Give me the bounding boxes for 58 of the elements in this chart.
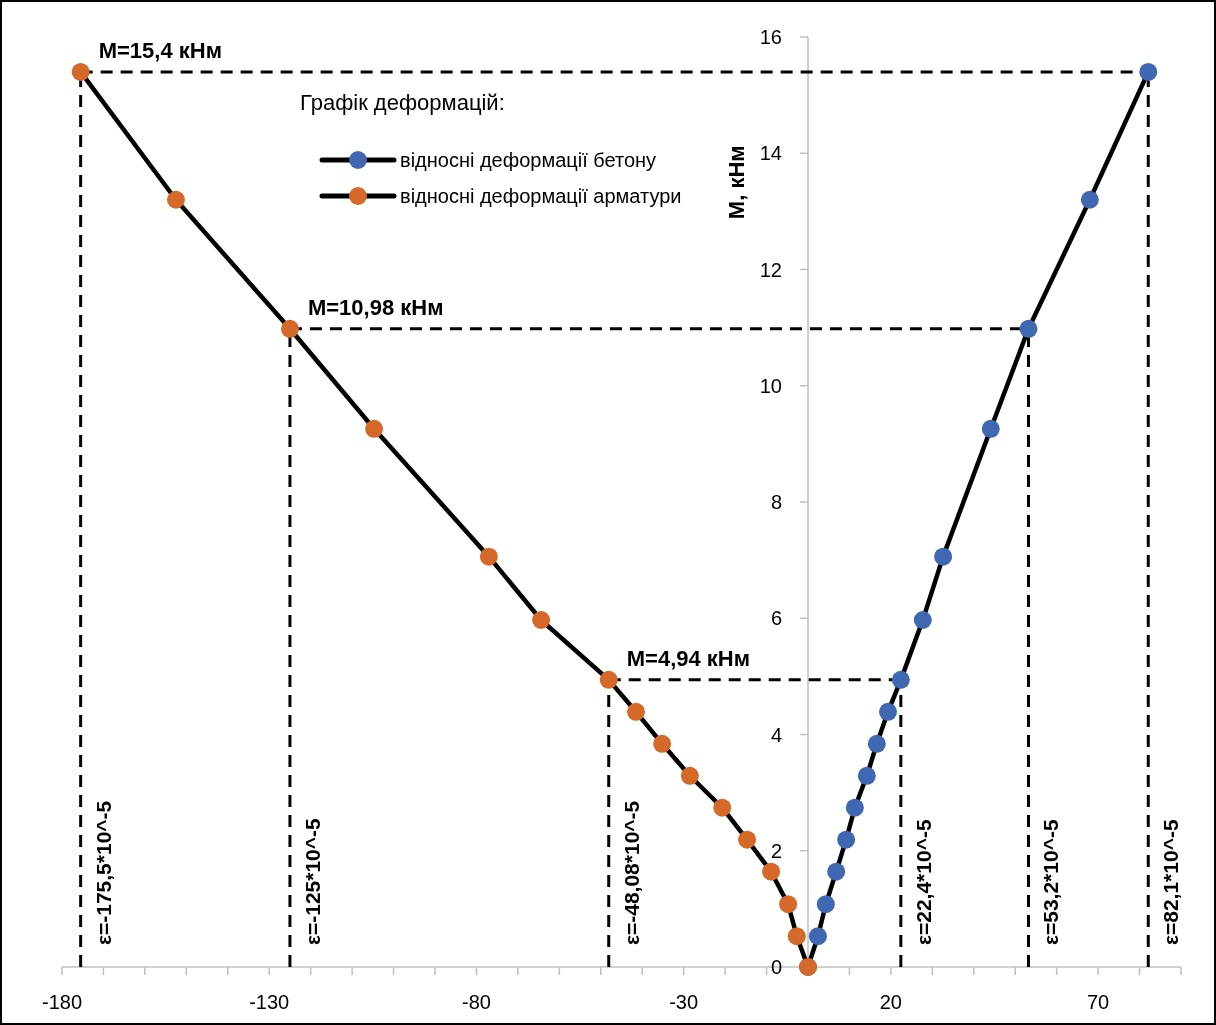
point: [913, 610, 932, 629]
point: [71, 62, 90, 81]
x-tick-label: -130: [249, 991, 290, 1013]
ref-line-label: M=10,98 кНм: [307, 294, 444, 320]
point: [479, 547, 498, 566]
x-tick-label: -180: [41, 991, 83, 1013]
point: [816, 895, 835, 914]
point: [891, 670, 910, 689]
ref-line-label: ε=22,4*10^-5: [911, 819, 935, 945]
x-tick-label: 70: [1086, 991, 1110, 1013]
point: [280, 319, 299, 338]
point: [1139, 62, 1158, 81]
point: [365, 419, 384, 438]
ref-line-label: ε=53,2*10^-5: [1039, 819, 1063, 945]
x-tick-label: 20: [879, 991, 903, 1013]
y-tick-label: 4: [770, 723, 782, 746]
point: [532, 610, 551, 629]
y-tick-label: 16: [759, 26, 782, 48]
point: [787, 927, 806, 946]
point: [653, 734, 672, 753]
point: [599, 670, 618, 689]
y-tick-label: 2: [770, 839, 782, 862]
point: [857, 766, 876, 785]
point: [981, 419, 1000, 438]
ref-line-label: ε=-48,08*10^-5: [619, 800, 643, 945]
legend-label: відносні деформації арматури: [400, 185, 682, 207]
point: [779, 895, 798, 914]
point: [837, 830, 856, 849]
point: [166, 190, 185, 209]
point: [808, 927, 827, 946]
point: [878, 702, 897, 721]
ref-line-label: ε=82,1*10^-5: [1159, 819, 1183, 945]
y-tick-label: 6: [770, 607, 782, 630]
legend-title: Графік деформацій:: [300, 90, 505, 115]
point: [845, 798, 864, 817]
point: [738, 830, 757, 849]
point: [680, 766, 699, 785]
point: [827, 862, 846, 881]
x-tick-label: -80: [461, 991, 491, 1013]
point: [867, 734, 886, 753]
y-tick-label: 8: [770, 491, 782, 513]
y-axis-title: M, кНм: [724, 145, 749, 220]
legend-label: відносні деформації бетону: [400, 149, 657, 171]
point: [1019, 319, 1038, 338]
ref-line-label: ε=-175,5*10^-5: [91, 800, 115, 945]
point: [1080, 190, 1099, 209]
point: [762, 862, 781, 881]
point: [934, 547, 953, 566]
point: [713, 798, 732, 817]
point: [627, 702, 646, 721]
ref-line-label: ε=-125*10^-5: [300, 817, 324, 945]
y-tick-label: 10: [759, 374, 782, 397]
y-tick-label: 14: [759, 142, 782, 165]
y-tick-label: 0: [770, 956, 782, 978]
y-tick-label: 12: [759, 258, 782, 281]
x-tick-label: -30: [669, 991, 699, 1013]
ref-line-label: M=15,4 кНм: [98, 37, 222, 63]
ref-line-label: M=4,94 кНм: [626, 645, 751, 671]
